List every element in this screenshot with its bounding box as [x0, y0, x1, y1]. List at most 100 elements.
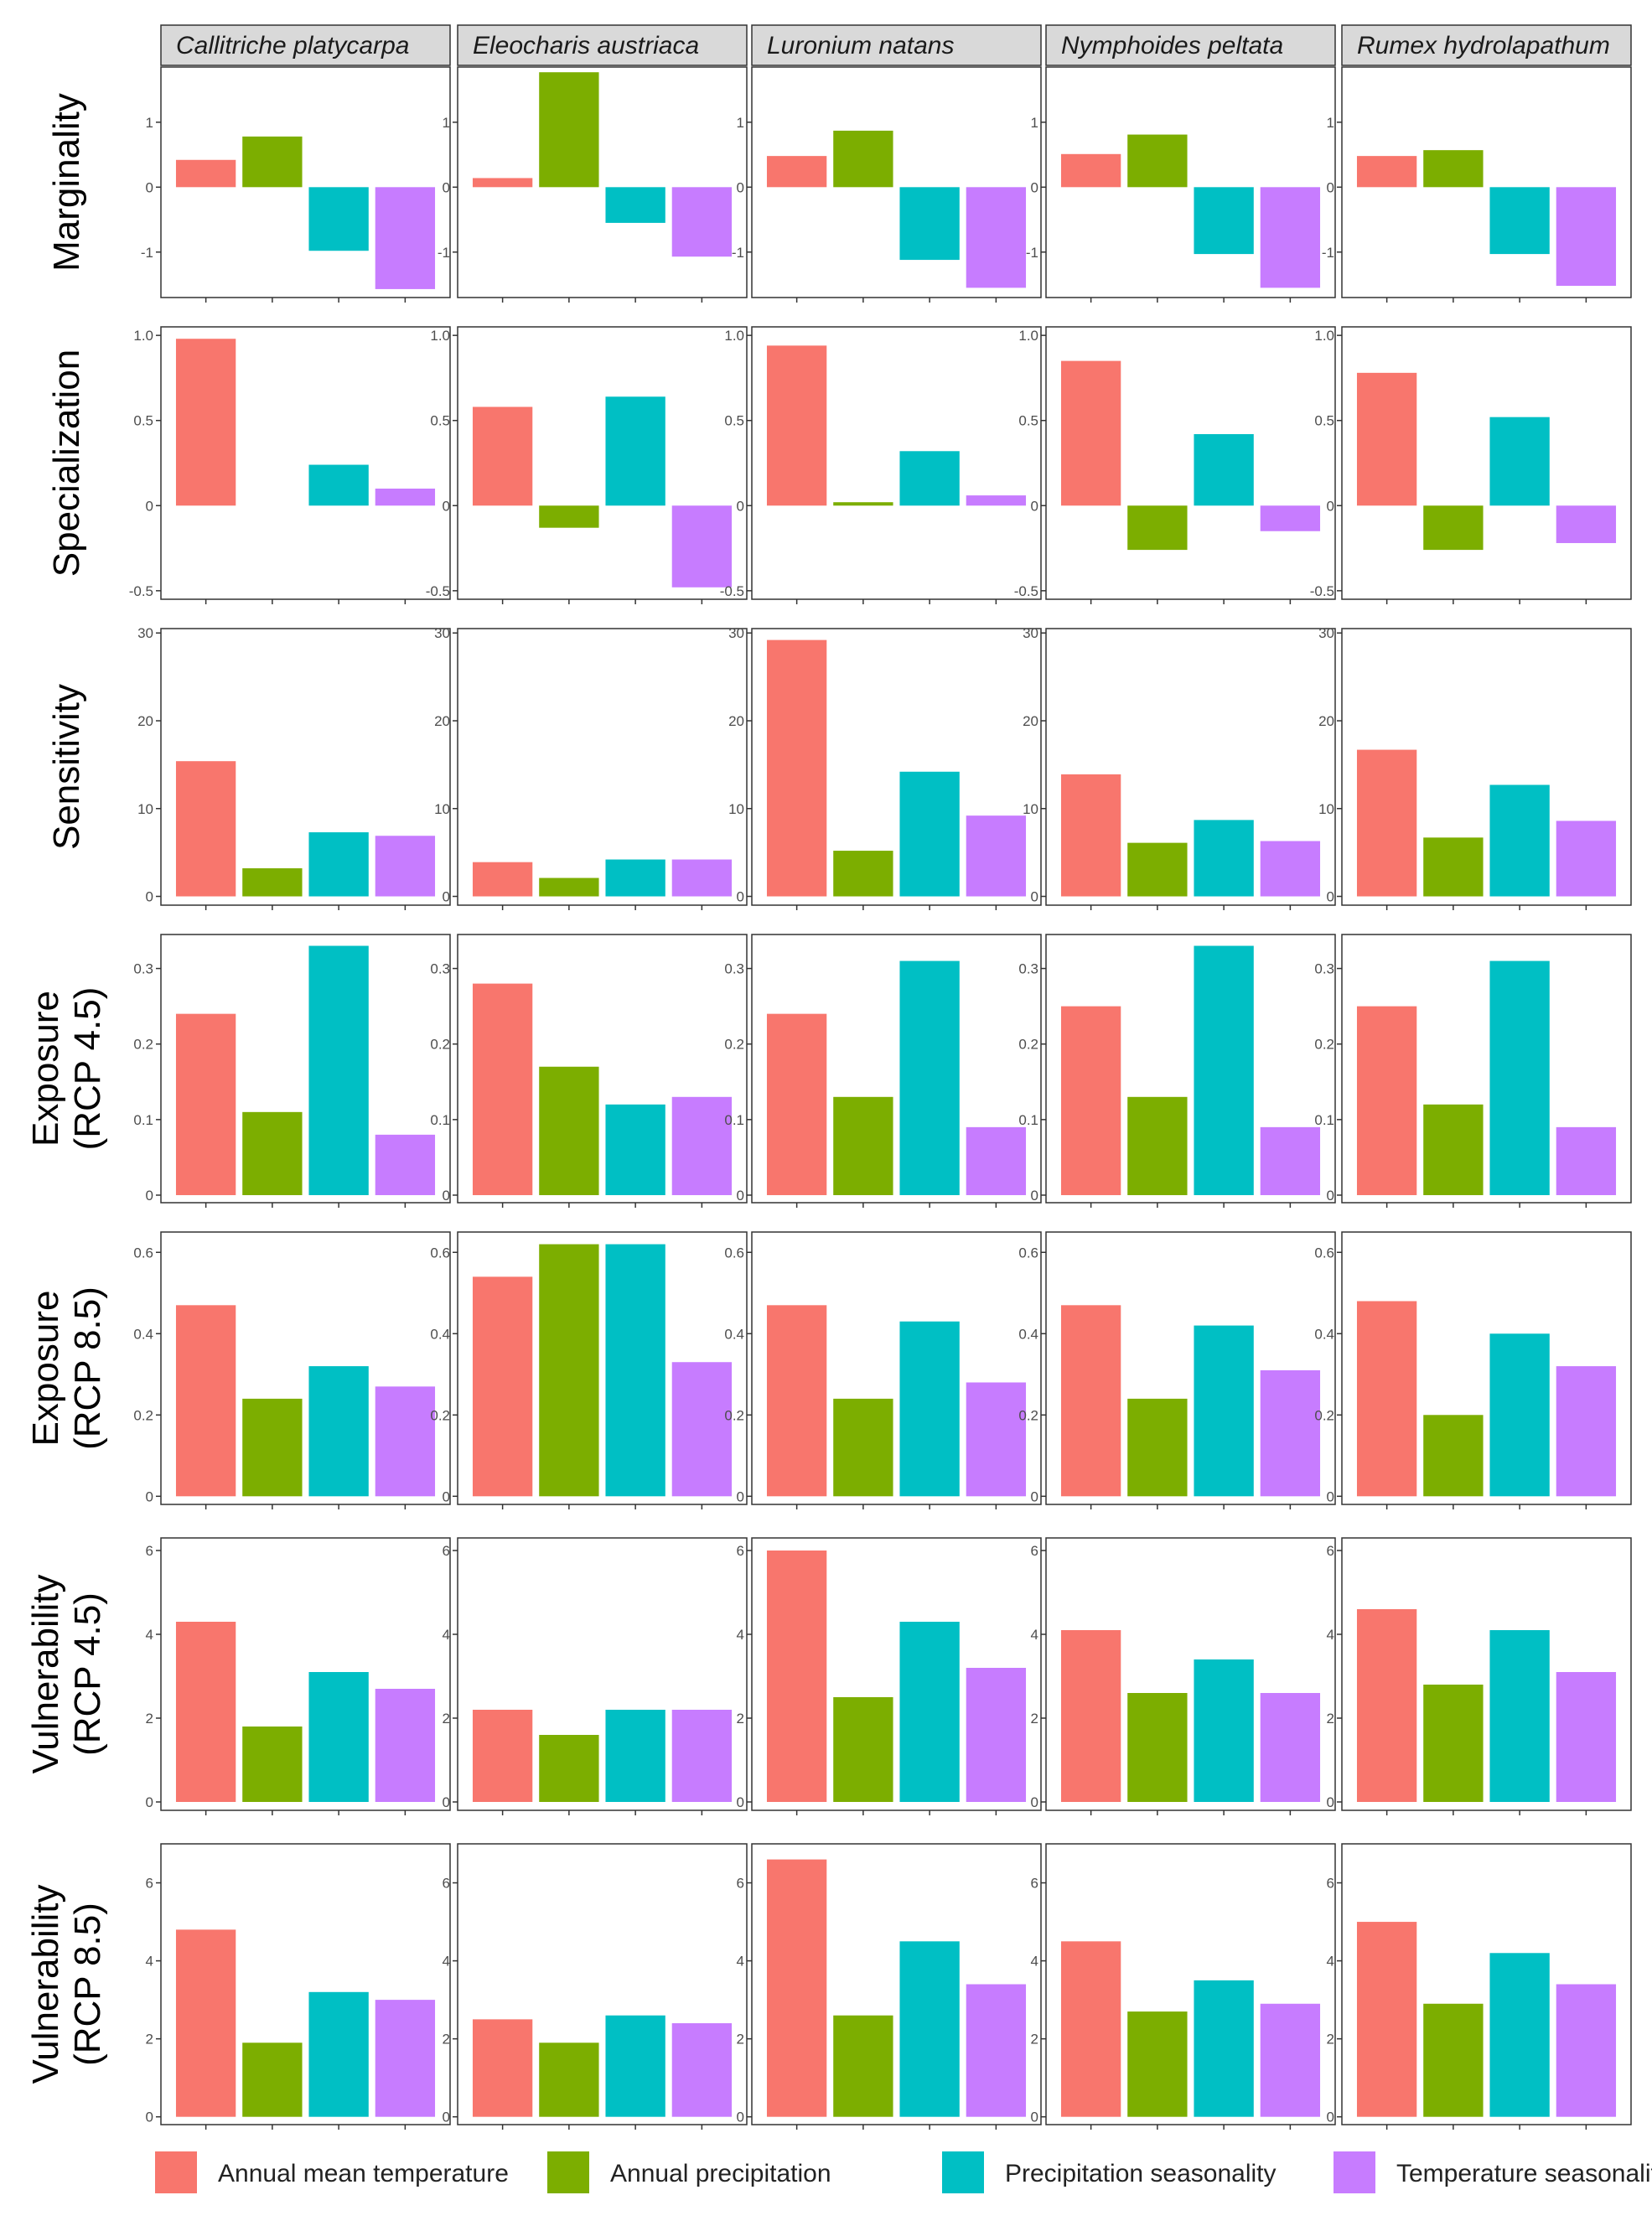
- y-tick-label: 6: [443, 1876, 450, 1892]
- y-tick-label: 0.2: [133, 1037, 153, 1053]
- panel-border: [160, 326, 451, 600]
- bar-annual-precipitation: [539, 878, 599, 897]
- bar-annual-precipitation: [1127, 134, 1188, 188]
- y-tick-label: 1.0: [724, 328, 744, 344]
- bar-precipitation-seasonality: [1194, 1659, 1254, 1802]
- panel-vulnerability-rcp-4-5-nymphoides-peltata: 0 2 4 6: [1031, 1537, 1336, 1815]
- bar-annual-mean-temperature: [472, 178, 533, 188]
- y-tick-label: 0.1: [1314, 1112, 1334, 1128]
- y-tick-label: -1: [1026, 245, 1038, 261]
- y-tick-label: -1: [732, 245, 744, 261]
- bar-temperature-seasonality: [375, 187, 436, 289]
- y-tick-label: 0: [1327, 889, 1334, 905]
- y-tick-label: 2: [737, 1711, 744, 1727]
- y-tick-label: 0: [1031, 498, 1038, 514]
- panel-border: [160, 934, 451, 1204]
- y-tick-label: 0.2: [430, 1407, 450, 1423]
- y-tick-label: 0: [737, 1188, 744, 1204]
- panel-exposure-rcp-4-5-rumex-hydrolapathum: 0 0.1 0.2 0.3: [1314, 934, 1632, 1208]
- panel-border: [457, 66, 748, 298]
- bar-precipitation-seasonality: [1194, 433, 1254, 506]
- y-tick-label: 0.2: [1018, 1037, 1038, 1053]
- y-tick-label: 4: [443, 1954, 450, 1970]
- facet-strip-label: Rumex hydrolapathum: [1357, 32, 1610, 60]
- bar-precipitation-seasonality: [308, 945, 369, 1195]
- bar-precipitation-seasonality: [605, 1710, 665, 1802]
- panel-border: [457, 326, 748, 600]
- bar-annual-precipitation: [833, 851, 893, 897]
- legend-swatch: [942, 2151, 984, 2193]
- bar-annual-mean-temperature: [175, 1305, 236, 1497]
- bar-precipitation-seasonality: [899, 960, 960, 1195]
- bar-precipitation-seasonality: [1489, 784, 1550, 897]
- bar-annual-precipitation: [242, 136, 303, 188]
- bar-annual-precipitation: [1423, 1415, 1484, 1497]
- bar-temperature-seasonality: [671, 859, 733, 897]
- bar-temperature-seasonality: [671, 505, 733, 588]
- bar-precipitation-seasonality: [308, 832, 369, 897]
- y-tick-label: 2: [1327, 2032, 1334, 2048]
- bar-temperature-seasonality: [1260, 1693, 1321, 1802]
- bar-precipitation-seasonality: [899, 1622, 960, 1802]
- bar-precipitation-seasonality: [899, 1941, 960, 2117]
- y-tick-label: 2: [1031, 2032, 1038, 2048]
- y-tick-label: 0: [1327, 179, 1334, 195]
- panel-border: [751, 1843, 1042, 2125]
- bar-annual-mean-temperature: [472, 2019, 533, 2117]
- y-tick-label: 10: [1318, 801, 1334, 817]
- panel-border: [457, 1537, 748, 1811]
- y-tick-label: 0.2: [724, 1407, 744, 1423]
- bar-temperature-seasonality: [1260, 1369, 1321, 1497]
- facet-strip-luronium-natans: Luronium natans: [751, 24, 1042, 66]
- y-tick-label: 0.4: [1314, 1326, 1334, 1342]
- panel-vulnerability-rcp-4-5-callitriche-platycarpa: 0 2 4 6: [146, 1537, 451, 1815]
- facet-strip-bg: [160, 24, 451, 66]
- y-tick-label: 0.2: [1314, 1407, 1334, 1423]
- panel-vulnerability-rcp-8-5-rumex-hydrolapathum: 0 2 4 6: [1327, 1843, 1632, 2130]
- bar-annual-precipitation: [1423, 505, 1484, 551]
- panel-vulnerability-rcp-4-5-eleocharis-austriaca: 0 2 4 6: [443, 1537, 748, 1815]
- bar-temperature-seasonality: [966, 815, 1027, 897]
- panel-vulnerability-rcp-4-5-rumex-hydrolapathum: 0 2 4 6: [1327, 1537, 1632, 1815]
- bar-annual-mean-temperature: [766, 1551, 827, 1802]
- row-label-line: (RCP 4.5): [67, 987, 108, 1151]
- y-tick-label: 0.4: [430, 1326, 450, 1342]
- y-tick-label: 0: [1031, 1488, 1038, 1504]
- panel-exposure-rcp-8-5-rumex-hydrolapathum: 0 0.2 0.4 0.6: [1314, 1231, 1632, 1509]
- panel-border: [1045, 1231, 1336, 1505]
- y-tick-label: 4: [146, 1954, 153, 1970]
- y-tick-label: 0: [146, 1794, 153, 1810]
- y-tick-label: -0.5: [1014, 583, 1038, 599]
- y-tick-label: -0.5: [129, 583, 153, 599]
- y-tick-label: 1: [1031, 115, 1038, 131]
- bar-annual-precipitation: [1127, 2011, 1188, 2117]
- bar-annual-mean-temperature: [175, 159, 236, 188]
- bar-annual-precipitation: [242, 1398, 303, 1497]
- y-tick-label: 30: [728, 625, 744, 641]
- y-tick-label: 2: [146, 2032, 153, 2048]
- y-tick-label: 0: [443, 1794, 450, 1810]
- panel-sensitivity-nymphoides-peltata: 0 10 20 30: [1023, 625, 1336, 910]
- panel-border: [1045, 628, 1336, 906]
- y-tick-label: 0: [146, 498, 153, 514]
- bar-annual-precipitation: [833, 502, 893, 506]
- legend-label: Annual precipitation: [610, 2160, 831, 2187]
- bar-annual-precipitation: [242, 1111, 303, 1195]
- panel-border: [1045, 934, 1336, 1204]
- y-tick-label: 0: [443, 2110, 450, 2125]
- y-tick-label: 20: [137, 713, 153, 729]
- y-tick-label: 2: [1031, 1711, 1038, 1727]
- bar-annual-mean-temperature: [766, 1305, 827, 1497]
- y-tick-label: 0.6: [133, 1245, 153, 1261]
- y-tick-label: 0: [737, 1794, 744, 1810]
- bar-temperature-seasonality: [375, 2000, 436, 2117]
- panel-exposure-rcp-4-5-callitriche-platycarpa: 0 0.1 0.2 0.3: [133, 934, 451, 1208]
- facet-strip-bg: [1045, 24, 1336, 66]
- row-label-line: Marginality: [46, 93, 87, 272]
- bar-temperature-seasonality: [1556, 1672, 1617, 1802]
- y-tick-label: 0: [737, 2110, 744, 2125]
- row-label-line: Exposure: [25, 991, 66, 1147]
- bar-annual-precipitation: [242, 1727, 303, 1802]
- bar-temperature-seasonality: [1556, 505, 1617, 543]
